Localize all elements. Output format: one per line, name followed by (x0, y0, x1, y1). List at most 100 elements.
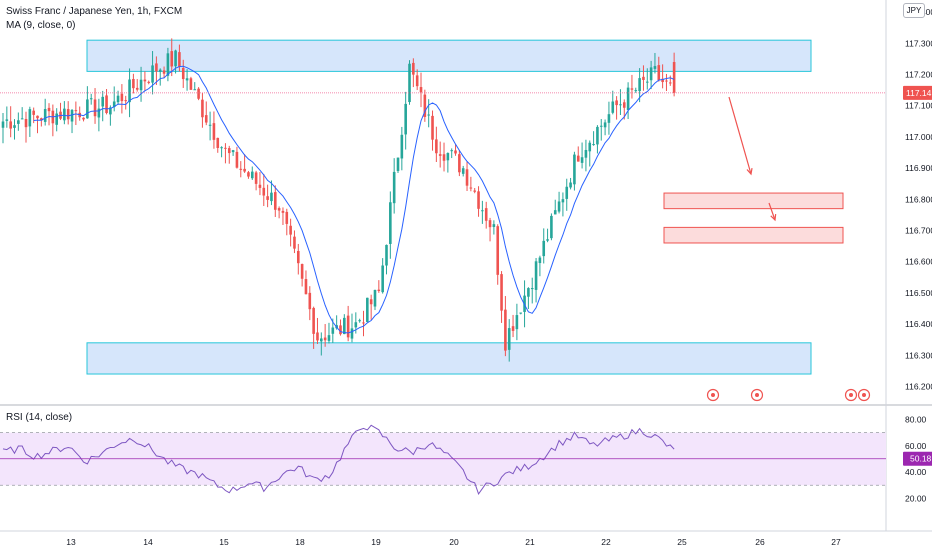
candle-body (538, 257, 542, 264)
ma-legend[interactable]: MA (9, close, 0) (6, 20, 76, 31)
candle-body (630, 88, 634, 90)
rsi-axis-tick-label: 20.00 (905, 493, 927, 503)
candle-body (320, 338, 323, 342)
candle-body (5, 119, 9, 121)
price-axis-tick-label: 116.200 (905, 382, 932, 392)
target-zone (663, 226, 844, 244)
candle-body (569, 182, 572, 188)
candle-body (343, 317, 346, 335)
candle-body (135, 87, 139, 90)
last-price-label: 117.141 (906, 88, 932, 98)
candle-body (358, 320, 361, 322)
candle-body (385, 244, 388, 266)
candle-body (668, 82, 672, 84)
candle-body (622, 102, 626, 108)
candle-body (400, 134, 404, 159)
forecast-arrow-1-head (746, 167, 753, 176)
candle-body (216, 137, 220, 148)
time-axis-tick-label: 25 (677, 537, 687, 547)
candle-body (611, 101, 615, 113)
candle-body (369, 299, 373, 305)
candle-body (208, 124, 212, 126)
candle-body (331, 327, 335, 334)
candle-body (454, 150, 457, 154)
price-axis-tick-label: 116.400 (905, 319, 932, 329)
candle-body (542, 240, 546, 257)
candle-body (224, 147, 227, 149)
symbol-legend[interactable]: Swiss Franc / Japanese Yen, 1h, FXCM (6, 6, 183, 17)
candle-body (619, 104, 622, 106)
candle-body (74, 110, 78, 112)
candle-body (296, 250, 300, 264)
candle-body (201, 99, 204, 118)
candle-body (435, 139, 438, 154)
candle-body (389, 202, 392, 244)
last-price-tag (903, 85, 932, 100)
candle-body (289, 225, 292, 235)
candle-body (561, 199, 565, 203)
candle-body (273, 192, 277, 210)
candle-body (488, 220, 492, 228)
candle-body (653, 66, 657, 69)
candle-body (419, 87, 423, 93)
candle-body (250, 171, 254, 179)
price-axis-tick-label: 117.000 (905, 132, 932, 142)
candle-body (86, 99, 89, 119)
rsi-axis-tick-label: 40.00 (905, 467, 927, 477)
candle-body (63, 108, 66, 121)
candle-body (584, 149, 588, 158)
time-axis-tick-label: 19 (371, 537, 381, 547)
candle-body (473, 190, 477, 192)
candle-body (592, 144, 595, 146)
candle-body (174, 50, 177, 67)
candle-body (204, 115, 208, 123)
candle-body (20, 118, 24, 120)
candle-body (519, 312, 523, 314)
candle-body (362, 322, 365, 324)
time-axis-tick-label: 14 (143, 537, 153, 547)
candle-body (124, 100, 128, 102)
candle-body (132, 78, 135, 89)
candle-body (254, 172, 258, 184)
candle-body (415, 75, 419, 87)
event-marker-dot (862, 393, 866, 397)
candle-body (158, 69, 162, 72)
candle-body (665, 80, 668, 82)
currency-badge[interactable]: JPY (903, 3, 925, 18)
candle-body (354, 322, 358, 328)
candle-body (323, 337, 327, 341)
candle-body (553, 210, 557, 215)
candle-body (350, 328, 354, 339)
candle-body (1, 121, 5, 128)
candle-body (89, 98, 93, 100)
candle-body (185, 78, 189, 81)
candle-body (308, 292, 312, 310)
support-zone (86, 342, 812, 375)
candle-body (36, 115, 39, 119)
price-axis-tick-label: 116.700 (905, 226, 932, 236)
price-axis-tick-label: 117.100 (905, 101, 932, 111)
rsi-legend[interactable]: RSI (14, close) (6, 412, 73, 423)
candle-body (300, 264, 304, 279)
candle-body (70, 109, 74, 122)
candle-body (327, 335, 331, 341)
candle-body (189, 78, 193, 90)
rsi-axis-tick-label: 80.00 (905, 415, 927, 425)
price-axis-tick-label: 116.300 (905, 350, 932, 360)
candle-body (645, 81, 649, 83)
candle-body (530, 288, 534, 290)
forecast-arrow-2-head (770, 213, 777, 222)
time-axis-tick-label: 15 (219, 537, 229, 547)
candle-body (162, 70, 166, 74)
candle-body (151, 65, 154, 83)
candle-body (32, 110, 35, 115)
candle-body (316, 332, 319, 341)
candle-body (576, 155, 580, 162)
candle-body (427, 114, 430, 116)
candle-body (438, 154, 442, 156)
candle-body (97, 108, 101, 118)
candle-body (43, 109, 47, 122)
rsi-axis-tick-label: 60.00 (905, 441, 927, 451)
